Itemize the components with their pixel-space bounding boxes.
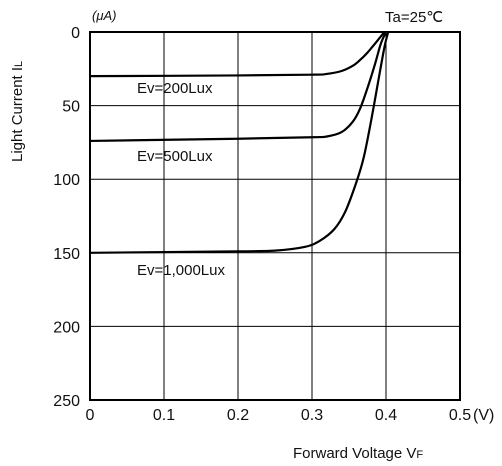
series-label-1000lux: Ev=1,000Lux <box>137 262 225 279</box>
y-tick-label: 50 <box>62 99 80 116</box>
x-tick-label: 0.1 <box>153 407 175 424</box>
x-tick-label: 0.3 <box>301 407 323 424</box>
series-label-500lux: Ev=500Lux <box>137 148 213 165</box>
x-tick-label: 0.4 <box>375 407 397 424</box>
y-tick-label: 0 <box>71 25 80 42</box>
x-tick-label: 0.5 <box>449 407 471 424</box>
x-unit-label: (V) <box>473 407 494 424</box>
series-line-0 <box>90 32 385 76</box>
y-axis-label: Light Current IL <box>9 61 26 162</box>
y-tick-label: 200 <box>53 319 80 336</box>
y-tick-label: 250 <box>53 393 80 410</box>
x-tick-label: 0.2 <box>227 407 249 424</box>
series-line-2 <box>90 32 388 253</box>
y-tick-label: 150 <box>53 246 80 263</box>
series-label-200lux: Ev=200Lux <box>137 80 213 97</box>
series-group <box>90 32 388 253</box>
x-tick-labels: 0 0.1 0.2 0.3 0.4 0.5 <box>86 407 472 424</box>
condition-label: Ta=25℃ <box>385 9 443 26</box>
x-tick-label: 0 <box>86 407 95 424</box>
x-axis-label: Forward Voltage VF <box>293 445 423 462</box>
y-tick-labels: 0 50 100 150 200 250 <box>53 25 80 410</box>
y-tick-label: 100 <box>53 172 80 189</box>
y-unit-label: (μA) <box>92 8 116 23</box>
